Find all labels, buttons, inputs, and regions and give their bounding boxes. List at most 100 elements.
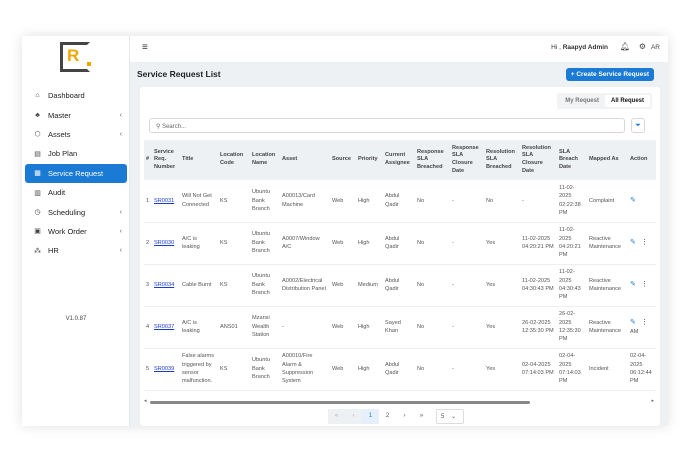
cell: SR0031: [152, 180, 180, 223]
sidebar-item-service-request[interactable]: ▦ Service Request: [25, 163, 127, 183]
cell: Abdul Qadir: [383, 348, 415, 391]
table-row: 3 SR0034 Cable Burnt KS Ubuntu Bank Branch A0…: [144, 264, 656, 307]
first-page-button[interactable]: «: [328, 409, 345, 424]
cell: Abdul Qadir: [383, 264, 415, 307]
cell: ✎: [628, 180, 656, 223]
scroll-left-icon[interactable]: ◂: [144, 398, 147, 404]
cell: SR0034: [152, 264, 180, 307]
last-page-button[interactable]: »: [413, 409, 430, 424]
sidebar-item-work-order[interactable]: ▣ Work Order ‹: [22, 222, 130, 241]
cell: ✎ ⋮: [628, 222, 656, 265]
calendar-icon: ◷: [34, 209, 41, 217]
column-header[interactable]: Current Assignee: [383, 140, 415, 180]
next-page-button[interactable]: ›: [396, 409, 413, 424]
cell: Ubuntu Bank Branch: [250, 180, 280, 223]
page-size-select[interactable]: 5 ⌄: [436, 409, 464, 424]
chevron-down-icon: ⌄: [451, 414, 457, 420]
scrollbar-thumb[interactable]: [150, 401, 530, 404]
cell: 11-02-2025 04:20:21 PM: [557, 222, 587, 265]
sidebar-item-job-plan[interactable]: ▤ Job Plan: [22, 144, 130, 163]
cell: Yes: [484, 306, 520, 349]
chevron-left-icon: ‹: [119, 247, 122, 255]
edit-icon[interactable]: ✎: [630, 196, 636, 204]
service-request-link[interactable]: SR0037: [154, 323, 175, 330]
search-input[interactable]: ⚲ Search...: [149, 118, 625, 133]
edit-icon[interactable]: ✎: [630, 318, 636, 326]
column-header[interactable]: Location Name: [250, 140, 280, 180]
cell: KS: [218, 264, 250, 307]
cell: Reactive Maintenance: [587, 264, 628, 307]
cell: Reactive Maintenance: [587, 306, 628, 349]
cell: Yes: [484, 222, 520, 265]
cell: Web: [330, 306, 356, 349]
create-service-request-button[interactable]: + Create Service Request: [565, 68, 654, 81]
chevron-left-icon: ‹: [119, 208, 122, 216]
sidebar-nav: ⌂ Dashboard ♣ Master ‹ ⬡ Assets ‹ ▤ Job Plan ▦ Serv…: [22, 86, 130, 261]
horizontal-scrollbar[interactable]: ◂ ▸: [144, 398, 656, 405]
page-2-button[interactable]: 2: [379, 409, 396, 424]
prev-page-button[interactable]: ‹: [345, 409, 362, 424]
logo[interactable]: R: [60, 42, 91, 72]
cell: 11-02-2025 04:30:43 PM: [557, 264, 587, 307]
cell: Web: [330, 264, 356, 307]
edit-icon[interactable]: ✎: [630, 238, 636, 246]
edit-icon[interactable]: ✎: [630, 280, 636, 288]
service-request-link[interactable]: SR0034: [154, 281, 175, 288]
cell: ✎ ⋮: [628, 264, 656, 307]
column-header[interactable]: Response SLA Breached: [415, 140, 450, 180]
more-options-icon[interactable]: ⋮: [640, 280, 648, 288]
column-header[interactable]: Response SLA Closure Date: [450, 140, 484, 180]
cell: Web: [330, 348, 356, 391]
sidebar-item-master[interactable]: ♣ Master ‹: [22, 105, 130, 124]
scroll-right-icon[interactable]: ▸: [651, 398, 654, 404]
column-header[interactable]: Mapped As: [587, 140, 628, 180]
column-header[interactable]: Location Code: [218, 140, 250, 180]
avatar[interactable]: AR: [650, 44, 660, 51]
document-icon: ▦: [34, 170, 41, 178]
column-header[interactable]: Service Req. Number: [152, 140, 180, 180]
table-row: 4 SR0037 A/C is leaking ANS01 Mzansi Wealth …: [144, 306, 656, 349]
service-request-link[interactable]: SR0030: [154, 239, 175, 246]
column-header[interactable]: Title: [180, 140, 218, 180]
sidebar-item-audit[interactable]: ▥ Audit: [22, 183, 130, 202]
tab-all-request[interactable]: All Request: [604, 95, 650, 107]
pagination: « ‹ 1 2 › » 5 ⌄: [328, 409, 464, 424]
tab-my-request[interactable]: My Request: [565, 98, 599, 104]
service-request-link[interactable]: SR0039: [154, 365, 175, 372]
table-header: # Service Req. Number Title Location Code Lo…: [144, 140, 656, 180]
cell: KS: [218, 348, 250, 391]
cell: KS: [218, 222, 250, 265]
column-header[interactable]: Resolution SLA Closure Date: [520, 140, 557, 180]
page-1-button[interactable]: 1: [362, 409, 379, 424]
sidebar-item-scheduling[interactable]: ◷ Scheduling ‹: [22, 202, 130, 221]
sidebar-item-assets[interactable]: ⬡ Assets ‹: [22, 125, 130, 144]
column-header[interactable]: Resolution SLA Breached: [484, 140, 520, 180]
cell: 11-02-2025 04:30:43 PM: [520, 264, 557, 307]
gear-icon[interactable]: ⚙: [638, 42, 646, 51]
cell: SR0037: [152, 306, 180, 349]
cell: Abdul Qadir: [383, 180, 415, 223]
column-header[interactable]: Source: [330, 140, 356, 180]
version-label: V1.0.87: [65, 316, 87, 322]
cell: Medium: [356, 264, 383, 307]
column-header[interactable]: Priority: [356, 140, 383, 180]
cell: High: [356, 180, 383, 223]
more-options-icon[interactable]: ⋮: [640, 238, 648, 246]
filter-button[interactable]: ⏷: [631, 118, 645, 133]
cell: Ubuntu Bank Branch: [250, 222, 280, 265]
sidebar-item-hr[interactable]: ⁂ HR ‹: [22, 241, 130, 260]
cell: No: [415, 180, 450, 223]
column-header[interactable]: SLA Breach Date: [557, 140, 587, 180]
cell: Yes: [484, 348, 520, 391]
sidebar-item-dashboard[interactable]: ⌂ Dashboard: [22, 86, 130, 105]
filter-icon: ⏷: [635, 122, 641, 129]
sidebar-item-label: Dashboard: [48, 91, 85, 101]
more-options-icon[interactable]: ⋮: [640, 318, 648, 326]
column-header[interactable]: Action: [628, 140, 656, 180]
service-request-link[interactable]: SR0031: [154, 197, 175, 204]
cell: 26-02-2025 12:35:30 PM: [557, 306, 587, 349]
bell-icon[interactable]: 🔔︎: [619, 42, 630, 51]
menu-icon[interactable]: ≡: [142, 42, 148, 53]
column-header[interactable]: #: [144, 140, 152, 180]
column-header[interactable]: Asset: [280, 140, 330, 180]
